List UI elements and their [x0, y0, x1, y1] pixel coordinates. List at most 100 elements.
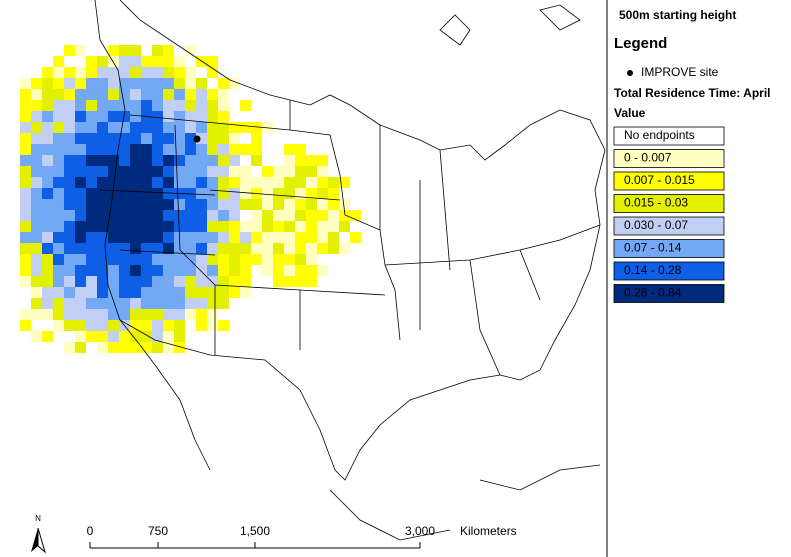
- grid-cell: [119, 276, 130, 287]
- grid-cell: [31, 89, 42, 100]
- grid-cell: [306, 188, 317, 199]
- grid-cell: [284, 188, 295, 199]
- grid-cell: [152, 309, 163, 320]
- grid-cell: [97, 166, 108, 177]
- grid-cell: [207, 56, 218, 67]
- grid-cell: [284, 166, 295, 177]
- grid-cell: [295, 144, 306, 155]
- grid-cell: [130, 56, 141, 67]
- grid-cell: [196, 188, 207, 199]
- grid-cell: [163, 243, 174, 254]
- grid-cell: [97, 177, 108, 188]
- north-label: N: [35, 514, 41, 523]
- improve-site-marker: [193, 135, 201, 143]
- grid-cell: [295, 243, 306, 254]
- grid-cell: [64, 309, 75, 320]
- grid-cell: [130, 67, 141, 78]
- grid-cell: [251, 210, 262, 221]
- grid-cell: [196, 155, 207, 166]
- grid-cell: [185, 210, 196, 221]
- grid-cell: [163, 89, 174, 100]
- grid-cell: [31, 133, 42, 144]
- grid-cell: [64, 144, 75, 155]
- grid-cell: [97, 155, 108, 166]
- grid-cell: [64, 45, 75, 56]
- grid-cell: [306, 199, 317, 210]
- grid-cell: [174, 111, 185, 122]
- grid-cell: [229, 276, 240, 287]
- grid-cell: [141, 122, 152, 133]
- grid-cell: [174, 78, 185, 89]
- grid-cell: [240, 122, 251, 133]
- grid-cell: [207, 320, 218, 331]
- grid-cell: [185, 89, 196, 100]
- legend-label: 0 - 0.007: [624, 151, 672, 165]
- grid-cell: [317, 177, 328, 188]
- grid-cell: [86, 331, 97, 342]
- grid-cell: [251, 155, 262, 166]
- grid-cell: [42, 276, 53, 287]
- grid-cell: [152, 232, 163, 243]
- grid-cell: [108, 232, 119, 243]
- grid-cell: [20, 111, 31, 122]
- grid-cell: [141, 243, 152, 254]
- grid-cell: [75, 232, 86, 243]
- grid-cell: [163, 287, 174, 298]
- grid-cell: [75, 342, 86, 353]
- grid-cell: [130, 320, 141, 331]
- grid-cell: [185, 177, 196, 188]
- grid-cell: [53, 100, 64, 111]
- grid-cell: [141, 166, 152, 177]
- grid-cell: [31, 144, 42, 155]
- grid-cell: [306, 276, 317, 287]
- grid-cell: [163, 133, 174, 144]
- grid-cell: [229, 122, 240, 133]
- grid-cell: [42, 232, 53, 243]
- grid-cell: [119, 177, 130, 188]
- grid-cell: [130, 221, 141, 232]
- grid-cell: [152, 276, 163, 287]
- grid-cell: [42, 133, 53, 144]
- grid-cell: [130, 199, 141, 210]
- grid-cell: [174, 199, 185, 210]
- grid-cell: [86, 166, 97, 177]
- grid-cell: [152, 298, 163, 309]
- grid-cell: [218, 78, 229, 89]
- grid-cell: [317, 232, 328, 243]
- grid-cell: [163, 78, 174, 89]
- grid-cell: [196, 199, 207, 210]
- grid-cell: [20, 122, 31, 133]
- grid-cell: [185, 144, 196, 155]
- grid-cell: [152, 320, 163, 331]
- grid-cell: [97, 320, 108, 331]
- grid-cell: [97, 254, 108, 265]
- grid-cell: [295, 166, 306, 177]
- grid-cell: [97, 243, 108, 254]
- grid-cell: [185, 45, 196, 56]
- grid-cell: [152, 210, 163, 221]
- grid-cell: [97, 122, 108, 133]
- legend-swatch: [613, 216, 725, 236]
- grid-cell: [218, 320, 229, 331]
- grid-cell: [350, 232, 361, 243]
- grid-cell: [207, 232, 218, 243]
- grid-cell: [141, 89, 152, 100]
- grid-cell: [31, 166, 42, 177]
- grid-cell: [262, 210, 273, 221]
- grid-cell: [20, 276, 31, 287]
- grid-cell: [174, 155, 185, 166]
- grid-cell: [185, 309, 196, 320]
- scale-label: 3,000: [405, 524, 435, 538]
- grid-cell: [196, 221, 207, 232]
- grid-cell: [31, 210, 42, 221]
- grid-cell: [97, 265, 108, 276]
- grid-cell: [141, 100, 152, 111]
- grid-cell: [251, 232, 262, 243]
- grid-cell: [339, 243, 350, 254]
- grid-cell: [97, 144, 108, 155]
- grid-cell: [196, 78, 207, 89]
- grid-cell: [152, 144, 163, 155]
- grid-cell: [97, 221, 108, 232]
- grid-cell: [196, 276, 207, 287]
- grid-cell: [86, 199, 97, 210]
